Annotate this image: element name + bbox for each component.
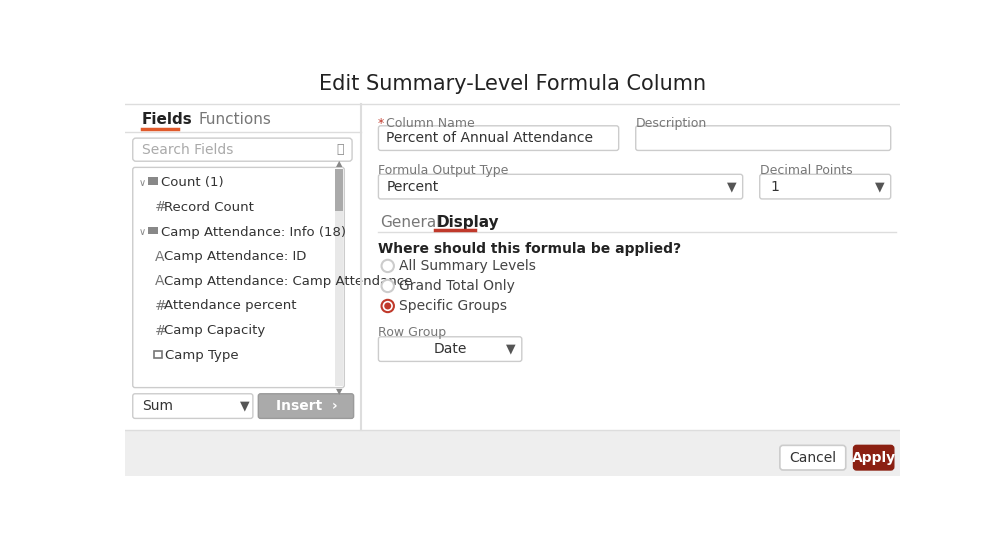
Text: #: # — [154, 201, 166, 215]
Text: General: General — [380, 215, 440, 230]
Text: Column Name: Column Name — [386, 117, 475, 129]
FancyBboxPatch shape — [133, 394, 253, 418]
Bar — [335, 169, 343, 386]
Text: Search Fields: Search Fields — [142, 143, 233, 157]
Text: Percent: Percent — [386, 180, 438, 194]
Text: 🔍: 🔍 — [336, 143, 343, 156]
Circle shape — [384, 302, 391, 309]
Text: *: * — [378, 117, 389, 129]
Text: ▲: ▲ — [336, 159, 342, 168]
Text: Camp Type: Camp Type — [165, 349, 239, 362]
Text: ▼: ▼ — [727, 180, 737, 193]
FancyBboxPatch shape — [258, 394, 354, 418]
FancyBboxPatch shape — [854, 445, 894, 470]
Text: ▼: ▼ — [240, 400, 250, 412]
Text: Functions: Functions — [199, 112, 272, 127]
Circle shape — [382, 260, 394, 272]
Text: Apply: Apply — [852, 450, 896, 465]
Text: Edit Summary-Level Formula Column: Edit Summary-Level Formula Column — [319, 74, 706, 94]
Text: Formula Output Type: Formula Output Type — [378, 164, 509, 177]
Text: Camp Attendance: Camp Attendance: Camp Attendance: Camp Attendance — [164, 275, 412, 288]
Text: Cancel: Cancel — [789, 450, 836, 465]
FancyBboxPatch shape — [133, 138, 352, 161]
Circle shape — [382, 280, 394, 292]
Bar — [154, 351, 162, 357]
Text: Where should this formula be applied?: Where should this formula be applied? — [378, 242, 682, 256]
Text: Record Count: Record Count — [164, 201, 254, 214]
Text: ▼: ▼ — [875, 180, 885, 193]
FancyBboxPatch shape — [378, 337, 522, 362]
Text: Attendance percent: Attendance percent — [164, 300, 296, 312]
Text: Count (1): Count (1) — [161, 176, 223, 189]
Text: A: A — [154, 250, 164, 264]
Text: #: # — [154, 324, 166, 338]
Text: ∨: ∨ — [139, 227, 146, 237]
Text: Description: Description — [636, 117, 707, 129]
Text: Grand Total Only: Grand Total Only — [399, 279, 514, 293]
FancyBboxPatch shape — [636, 126, 891, 150]
FancyBboxPatch shape — [378, 126, 619, 150]
Bar — [125, 104, 361, 430]
Bar — [125, 64, 900, 104]
Text: Fields: Fields — [142, 112, 193, 127]
Bar — [148, 227, 158, 234]
FancyBboxPatch shape — [760, 174, 891, 199]
Text: Specific Groups: Specific Groups — [399, 299, 507, 313]
Text: Row Group: Row Group — [378, 326, 447, 339]
FancyBboxPatch shape — [378, 174, 743, 199]
Text: ▼: ▼ — [506, 342, 516, 356]
Bar — [335, 169, 343, 211]
Text: Insert  ›: Insert › — [276, 399, 337, 413]
Text: Camp Attendance: Info (18): Camp Attendance: Info (18) — [161, 226, 346, 239]
Text: Date: Date — [433, 342, 467, 356]
Text: Sum: Sum — [142, 399, 173, 413]
Text: A: A — [154, 274, 164, 288]
Text: 1: 1 — [771, 180, 779, 194]
FancyBboxPatch shape — [780, 445, 846, 470]
Text: Camp Capacity: Camp Capacity — [164, 324, 265, 337]
Text: Display: Display — [437, 215, 499, 230]
Bar — [125, 430, 900, 476]
Text: #: # — [154, 299, 166, 313]
Text: ▼: ▼ — [336, 387, 342, 396]
FancyBboxPatch shape — [133, 167, 344, 387]
Text: Percent of Annual Attendance: Percent of Annual Attendance — [386, 131, 593, 145]
Text: ∨: ∨ — [139, 178, 146, 188]
Text: Camp Attendance: ID: Camp Attendance: ID — [164, 250, 306, 263]
Circle shape — [382, 300, 394, 312]
Text: Decimal Points: Decimal Points — [760, 164, 852, 177]
Bar — [148, 178, 158, 185]
Text: All Summary Levels: All Summary Levels — [399, 259, 535, 273]
